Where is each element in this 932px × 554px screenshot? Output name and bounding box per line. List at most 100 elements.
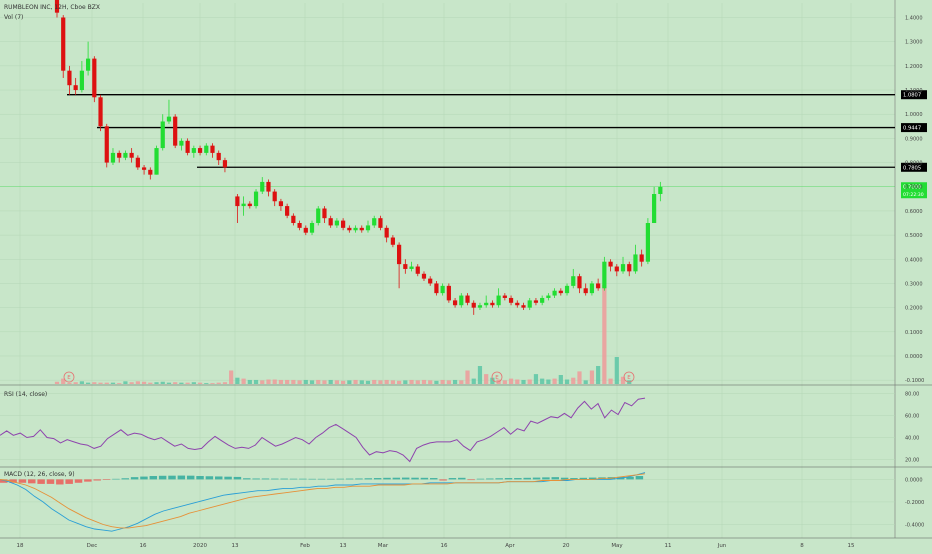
volume-bar xyxy=(285,379,290,384)
time-axis[interactable]: 18 Dec 16 2020 13 Feb 13 Mar 16 Apr 20 May 11 Jun 8 15 xyxy=(17,543,855,549)
candle-body xyxy=(490,302,495,306)
level-value-box xyxy=(901,162,927,172)
volume-bar xyxy=(577,371,582,384)
macd-histogram-bar xyxy=(560,477,569,480)
macd-histogram-bar xyxy=(243,478,251,480)
macd-histogram-bar xyxy=(458,477,466,480)
signal-line xyxy=(0,473,646,529)
candle-body xyxy=(658,186,663,194)
volume-bar xyxy=(596,366,601,384)
price-axis[interactable]: 1.4000 1.3000 1.2000 1.1000 1.0000 0.9000 0.80… xyxy=(905,16,924,529)
macd-histogram-bar xyxy=(448,478,457,480)
volume-bar xyxy=(67,382,72,384)
last-price-countdown: 07:22:30 xyxy=(903,192,924,198)
volume-bar xyxy=(166,382,172,384)
volume-bar xyxy=(123,381,128,384)
volume-bar xyxy=(229,370,234,384)
macd-tick-label: 0.0000 xyxy=(905,477,923,483)
macd-histogram-bar xyxy=(261,478,270,480)
volume-bar xyxy=(602,285,607,384)
candle-body xyxy=(241,203,246,207)
y-tick-label: 0.6000 xyxy=(905,209,923,215)
macd-histogram-bar xyxy=(504,478,513,480)
rsi-tick-label: 20.00 xyxy=(905,457,919,463)
volume-bar xyxy=(148,382,153,384)
volume-label[interactable]: Vol (7) xyxy=(4,14,24,21)
volume-bar xyxy=(558,375,563,384)
macd-histogram-bar xyxy=(439,479,447,481)
volume-bar xyxy=(247,379,252,384)
candle-body xyxy=(477,305,483,308)
macd-histogram-bar xyxy=(0,479,8,483)
macd-histogram-bar xyxy=(299,478,307,480)
candle-body xyxy=(322,208,327,219)
volume-bar xyxy=(253,379,259,384)
level-value-box xyxy=(901,90,927,100)
x-tick-label: 15 xyxy=(848,543,855,549)
macd-histogram-bar xyxy=(46,479,55,484)
macd-histogram-bar xyxy=(18,479,27,483)
level-value-label: 0.7805 xyxy=(903,165,921,171)
candle-body xyxy=(583,288,588,294)
volume-bar xyxy=(397,380,402,384)
candle-body xyxy=(602,261,607,289)
volume-bar xyxy=(353,379,358,384)
volume-bar xyxy=(608,378,613,384)
rsi-pane xyxy=(0,393,895,463)
y-tick-label: 0.1000 xyxy=(905,330,923,336)
candle-body xyxy=(98,97,103,127)
macd-histogram-bar xyxy=(570,478,578,480)
earnings-marker-label: E xyxy=(627,375,631,381)
candle-body xyxy=(540,297,545,303)
macd-histogram-bar xyxy=(65,479,73,484)
volume-bar xyxy=(378,380,383,384)
macd-histogram-bar xyxy=(495,478,503,480)
macd-histogram-bar xyxy=(177,475,186,480)
candle-body xyxy=(359,227,364,231)
macd-histogram-bar xyxy=(233,476,242,480)
macd-histogram-bar xyxy=(28,479,36,484)
x-tick-label: 16 xyxy=(140,543,147,549)
volume-bar xyxy=(471,378,476,384)
macd-histogram-bar xyxy=(56,479,64,485)
volume-bar xyxy=(235,377,240,384)
volume-bar xyxy=(365,380,371,384)
macd-histogram-bar xyxy=(102,479,111,480)
macd-histogram-bar xyxy=(93,479,101,481)
volume-bar xyxy=(210,383,215,384)
candle-body xyxy=(496,295,501,306)
macd-histogram-bar xyxy=(467,479,475,481)
candle-body xyxy=(633,254,638,272)
candle-body xyxy=(197,148,203,153)
volume-bar xyxy=(359,380,364,384)
candle-body xyxy=(272,191,277,202)
y-tick-label: -0.1000 xyxy=(905,378,924,384)
candle-body xyxy=(222,160,228,168)
macd-histogram-bar xyxy=(355,478,363,480)
x-tick-label: 2020 xyxy=(193,543,207,549)
candle-body xyxy=(515,302,520,306)
rsi-label[interactable]: RSI (14, close) xyxy=(4,391,48,398)
earnings-marker xyxy=(63,371,75,383)
volume-bar xyxy=(98,382,103,384)
macd-label[interactable]: MACD (12, 26, close, 9) xyxy=(4,471,75,478)
macd-histogram-bar xyxy=(345,478,354,480)
candle-body xyxy=(141,167,147,170)
macd-histogram-bar xyxy=(140,476,148,480)
candle-body xyxy=(79,70,84,91)
volume-bar xyxy=(322,380,327,384)
volume-bar xyxy=(564,379,570,384)
candle-body xyxy=(365,225,371,231)
candle-body xyxy=(459,295,464,306)
candle-body xyxy=(297,223,302,228)
symbol-title[interactable]: RUMBLEON INC, 12H, Cboe BZX xyxy=(4,4,100,11)
candle-body xyxy=(104,126,109,163)
candle-body xyxy=(353,227,358,231)
volume-bar xyxy=(197,382,203,384)
macd-histogram-bar xyxy=(486,478,494,480)
volume-bar xyxy=(179,382,184,384)
macd-line xyxy=(0,472,646,532)
y-tick-label: 0.9000 xyxy=(905,136,923,142)
x-tick-label: Feb xyxy=(300,543,310,549)
